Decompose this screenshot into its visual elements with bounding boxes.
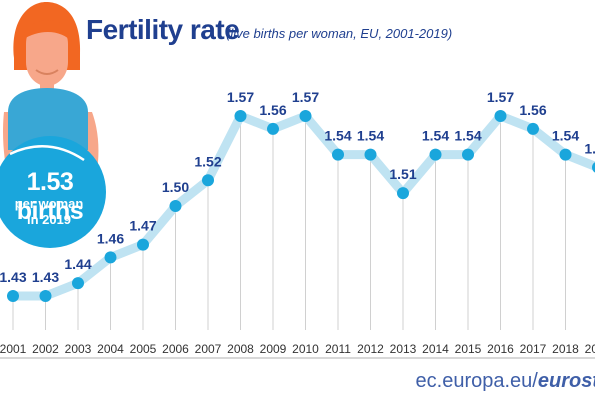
data-label-2009: 1.56 xyxy=(259,102,286,118)
data-label-2017: 1.56 xyxy=(519,102,546,118)
data-label-2001: 1.43 xyxy=(0,269,27,285)
births-value: 1.53 births xyxy=(16,168,84,225)
x-tick-2008: 2008 xyxy=(227,342,254,356)
data-label-2003: 1.44 xyxy=(64,256,91,272)
data-labels: 1.43 1.43 1.44 1.46 1.47 1.50 1.52 1.57 1.56 1.57… xyxy=(0,89,595,285)
grid-lines xyxy=(12,116,566,330)
data-point-2001 xyxy=(7,290,19,302)
woman-illustration-icon xyxy=(0,2,106,248)
data-point-2013 xyxy=(397,187,409,200)
data-label-2011: 1.54 xyxy=(324,128,351,144)
x-tick-2014: 2014 xyxy=(422,342,449,356)
data-point-2019 xyxy=(592,162,595,173)
data-point-2015 xyxy=(462,148,474,161)
data-label-2008: 1.57 xyxy=(227,89,254,105)
data-label-2010: 1.57 xyxy=(292,89,319,105)
data-label-2016: 1.57 xyxy=(487,89,514,105)
data-point-2010 xyxy=(299,110,312,122)
data-point-2002 xyxy=(39,290,52,302)
chart-subtitle: (live births per woman, EU, 2001-2019) xyxy=(226,26,453,41)
data-label-2013: 1.51 xyxy=(389,166,416,182)
data-points xyxy=(7,110,595,302)
data-point-2009 xyxy=(267,122,279,135)
x-tick-2006: 2006 xyxy=(162,342,189,356)
x-tick-2018: 2018 xyxy=(552,342,579,356)
x-tick-2019: 2019 xyxy=(585,342,595,356)
data-point-2017 xyxy=(527,122,539,135)
data-label-2005: 1.47 xyxy=(129,218,156,234)
x-tick-labels: 2001 2002 2003 2004 2005 2006 2007 2008 2009 2010… xyxy=(0,342,595,356)
data-point-2014 xyxy=(429,148,442,161)
data-point-2006 xyxy=(169,200,182,212)
data-label-2019: 1.53 xyxy=(584,140,595,156)
chart-title: Fertility rate xyxy=(86,14,240,45)
x-tick-2013: 2013 xyxy=(390,342,417,356)
x-tick-2004: 2004 xyxy=(97,342,124,356)
data-label-2007: 1.52 xyxy=(194,153,221,169)
x-tick-2012: 2012 xyxy=(357,342,384,356)
data-point-2005 xyxy=(137,238,149,251)
data-point-2018 xyxy=(559,148,572,161)
births-caption-line1: per woman xyxy=(14,196,84,211)
data-label-2012: 1.54 xyxy=(357,128,384,144)
data-label-2015: 1.54 xyxy=(454,128,481,144)
x-tick-2010: 2010 xyxy=(292,342,319,356)
x-tick-2017: 2017 xyxy=(520,342,547,356)
source-brand: eurost xyxy=(537,370,595,392)
x-tick-2005: 2005 xyxy=(130,342,157,356)
source-link[interactable]: ec.europa.eu/eurost xyxy=(416,370,595,393)
data-point-2011 xyxy=(332,148,344,161)
data-point-2003 xyxy=(72,277,84,290)
x-tick-2016: 2016 xyxy=(487,342,514,356)
x-tick-2003: 2003 xyxy=(65,342,92,356)
data-label-2006: 1.50 xyxy=(162,179,189,195)
data-point-2008 xyxy=(234,110,247,122)
footer-divider xyxy=(0,357,595,359)
x-tick-2007: 2007 xyxy=(195,342,222,356)
data-point-2016 xyxy=(494,110,507,122)
data-label-2014: 1.54 xyxy=(422,128,449,144)
source-prefix: ec.europa.eu/ xyxy=(415,370,538,392)
births-caption-line2: in 2019 xyxy=(26,212,72,227)
data-label-2018: 1.54 xyxy=(552,128,579,144)
data-point-2004 xyxy=(104,251,117,264)
data-point-2012 xyxy=(364,148,377,161)
data-label-2002: 1.43 xyxy=(32,269,59,285)
x-tick-2009: 2009 xyxy=(260,342,287,356)
data-point-2007 xyxy=(202,174,214,187)
x-tick-2011: 2011 xyxy=(325,342,351,356)
x-tick-2001: 2001 xyxy=(0,342,27,356)
x-tick-2002: 2002 xyxy=(32,342,59,356)
x-tick-2015: 2015 xyxy=(455,342,482,356)
data-label-2004: 1.46 xyxy=(97,230,124,246)
